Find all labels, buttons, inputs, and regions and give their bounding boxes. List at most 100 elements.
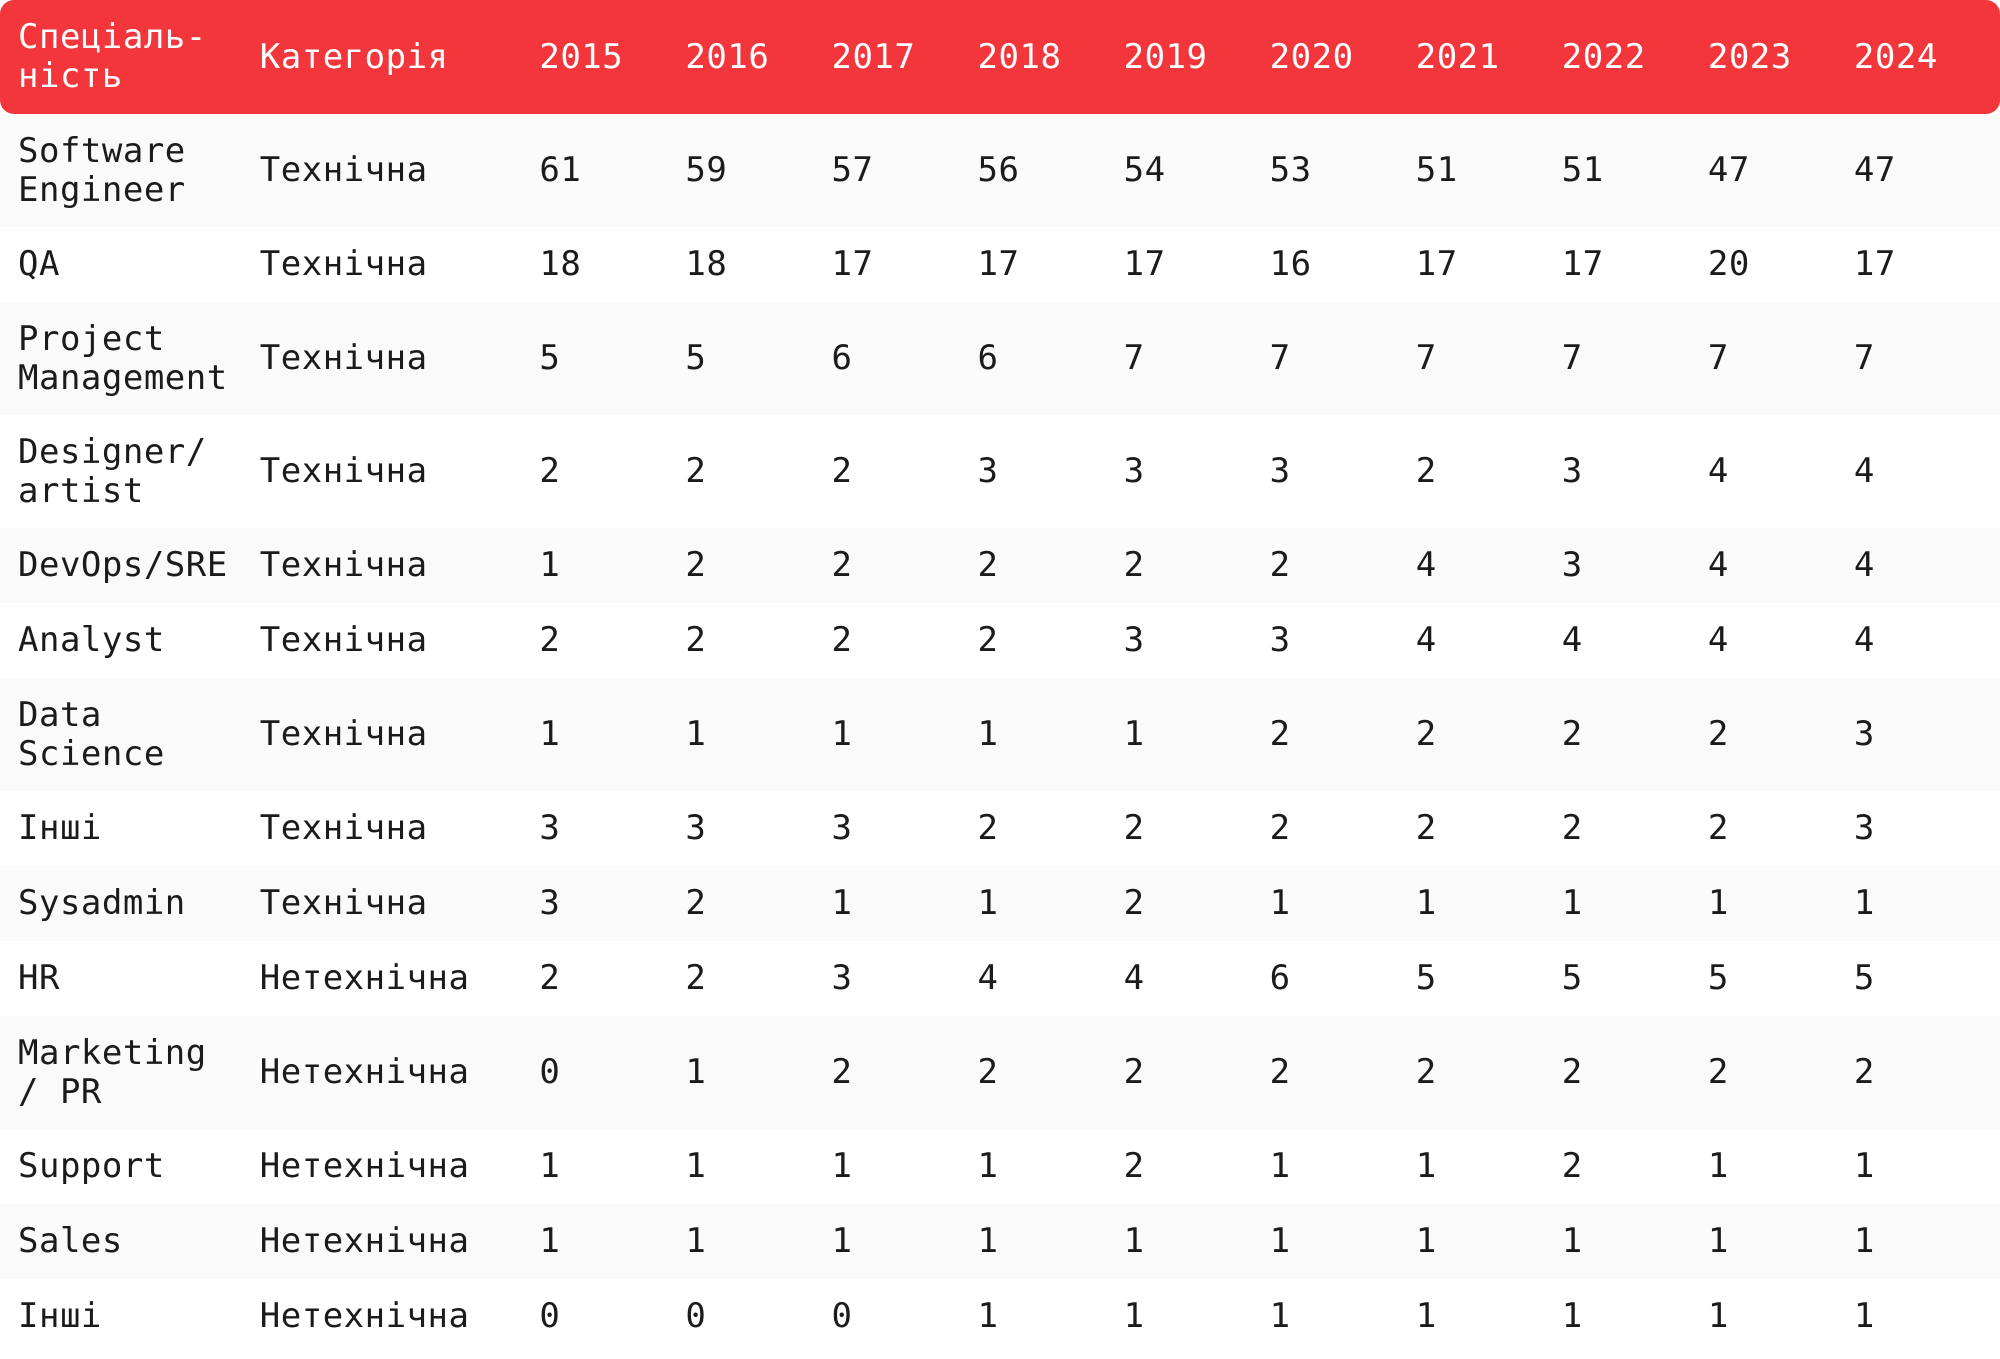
cell-value: 2 [1561, 1052, 1583, 1092]
cell-value: 5 [1853, 958, 1875, 998]
cell-value: 4 [1707, 451, 1729, 491]
cell-value: 59 [685, 150, 728, 190]
cell-value: 1 [831, 1146, 853, 1186]
table-row: Інші Технічна 3 3 3 2 2 2 2 2 2 3 [0, 791, 2000, 866]
cell-value: 1 [685, 1052, 707, 1092]
cell-value: 3 [1853, 714, 1875, 754]
header-category: Категорія [259, 36, 449, 77]
header-year: 2021 [1415, 36, 1500, 77]
cell-value: 2 [685, 545, 707, 585]
cell-value: 2 [1707, 808, 1729, 848]
cell-specialty: Інші [18, 1296, 102, 1336]
table-row: DevOps/SRE Технічна 1 2 2 2 2 2 4 3 4 4 [0, 528, 2000, 603]
cell-category: Технічна [259, 451, 428, 491]
cell-specialty: HR [18, 958, 60, 998]
cell-category: Технічна [259, 808, 428, 848]
cell-value: 1 [831, 1221, 853, 1261]
cell-value: 1 [1415, 1221, 1437, 1261]
cell-specialty: Data Science [18, 694, 165, 774]
cell-value: 6 [977, 338, 999, 378]
cell-value: 7 [1269, 338, 1291, 378]
cell-value: 4 [1415, 620, 1437, 660]
cell-value: 5 [685, 338, 707, 378]
cell-value: 0 [539, 1052, 561, 1092]
cell-value: 16 [1269, 244, 1312, 284]
cell-value: 1 [831, 883, 853, 923]
cell-value: 2 [1269, 714, 1291, 754]
cell-value: 1 [685, 714, 707, 754]
cell-category: Нетехнічна [259, 1296, 470, 1336]
header-year: 2016 [685, 36, 770, 77]
header-year: 2018 [977, 36, 1062, 77]
cell-category: Технічна [259, 883, 428, 923]
cell-value: 1 [977, 1146, 999, 1186]
cell-value: 2 [1561, 1146, 1583, 1186]
cell-value: 17 [831, 244, 874, 284]
cell-specialty: QA [18, 244, 60, 284]
cell-value: 2 [1123, 1146, 1145, 1186]
cell-category: Нетехнічна [259, 1146, 470, 1186]
table-row: Project Management Технічна 5 5 6 6 7 7 7 7 7 7 [0, 302, 2000, 415]
cell-value: 2 [539, 958, 561, 998]
cell-value: 2 [685, 620, 707, 660]
cell-specialty: DevOps/SRE [18, 545, 228, 585]
cell-value: 2 [685, 883, 707, 923]
cell-value: 1 [1269, 1146, 1291, 1186]
cell-value: 6 [831, 338, 853, 378]
table-row: Data Science Технічна 1 1 1 1 1 2 2 2 2 3 [0, 678, 2000, 791]
cell-value: 1 [1415, 1296, 1437, 1336]
cell-value: 1 [1853, 1146, 1875, 1186]
cell-value: 1 [1123, 1296, 1145, 1336]
cell-value: 1 [539, 1146, 561, 1186]
cell-value: 54 [1123, 150, 1166, 190]
cell-value: 20 [1707, 244, 1750, 284]
header-year: 2020 [1269, 36, 1354, 77]
cell-value: 2 [1269, 808, 1291, 848]
cell-value: 2 [1415, 808, 1437, 848]
header-year: 2022 [1561, 36, 1646, 77]
cell-value: 1 [1707, 1221, 1729, 1261]
cell-value: 2 [1123, 1052, 1145, 1092]
cell-value: 2 [1123, 808, 1145, 848]
cell-value: 1 [1561, 1296, 1583, 1336]
cell-value: 3 [1561, 451, 1583, 491]
cell-category: Технічна [259, 150, 428, 190]
cell-value: 0 [539, 1296, 561, 1336]
cell-value: 1 [977, 1296, 999, 1336]
cell-value: 2 [685, 451, 707, 491]
cell-value: 5 [1561, 958, 1583, 998]
cell-value: 2 [1853, 1052, 1875, 1092]
cell-specialty: Інші [18, 808, 102, 848]
cell-value: 2 [1415, 714, 1437, 754]
cell-category: Технічна [259, 338, 428, 378]
cell-value: 17 [1561, 244, 1604, 284]
cell-value: 1 [1561, 1221, 1583, 1261]
cell-value: 3 [539, 883, 561, 923]
cell-value: 56 [977, 150, 1020, 190]
cell-value: 2 [1123, 883, 1145, 923]
cell-value: 2 [1123, 545, 1145, 585]
cell-value: 17 [977, 244, 1020, 284]
table-row: Analyst Технічна 2 2 2 2 3 3 4 4 4 4 [0, 603, 2000, 678]
cell-value: 4 [1561, 620, 1583, 660]
cell-value: 4 [1853, 451, 1875, 491]
table-row: Інші Нетехнічна 0 0 0 1 1 1 1 1 1 1 [0, 1279, 2000, 1354]
cell-value: 1 [1269, 1221, 1291, 1261]
cell-value: 7 [1561, 338, 1583, 378]
cell-value: 2 [977, 620, 999, 660]
table-row: Sysadmin Технічна 3 2 1 1 2 1 1 1 1 1 [0, 866, 2000, 941]
cell-value: 5 [539, 338, 561, 378]
cell-value: 7 [1707, 338, 1729, 378]
cell-value: 51 [1561, 150, 1604, 190]
cell-value: 17 [1415, 244, 1458, 284]
cell-specialty: Software Engineer [18, 130, 186, 210]
cell-value: 47 [1707, 150, 1750, 190]
cell-value: 4 [1853, 620, 1875, 660]
cell-value: 2 [977, 1052, 999, 1092]
table-row: Designer/ artist Технічна 2 2 2 3 3 3 2 3 4 4 [0, 415, 2000, 528]
table-row: Software Engineer Технічна 61 59 57 56 54 53 51 5… [0, 114, 2000, 227]
cell-value: 1 [539, 1221, 561, 1261]
cell-value: 7 [1123, 338, 1145, 378]
cell-value: 4 [1707, 620, 1729, 660]
